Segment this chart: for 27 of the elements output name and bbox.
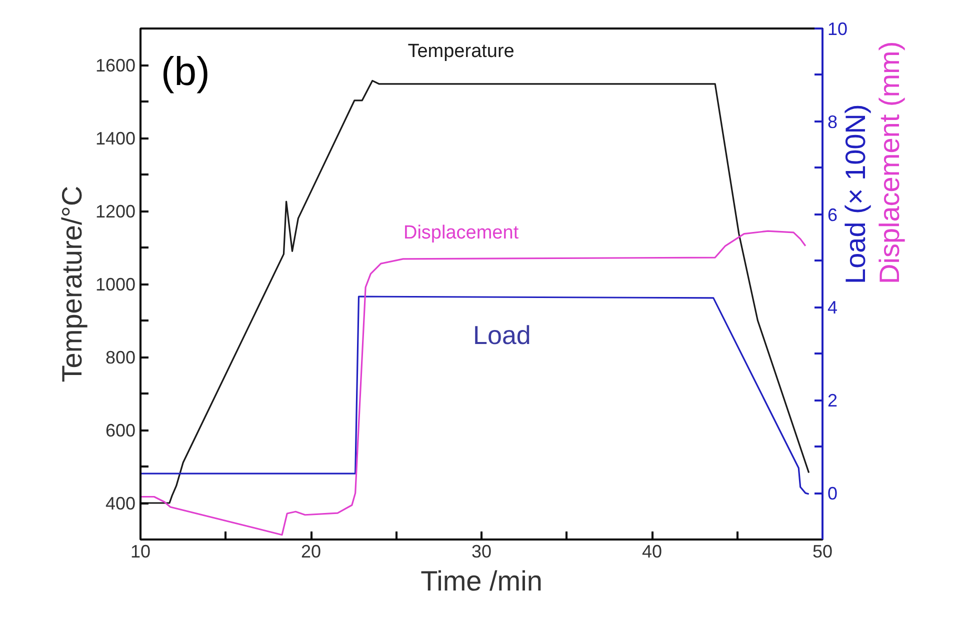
y-tick-label: 600 [105,420,136,440]
x-tick-label: 10 [130,542,151,562]
y2-tick-label: 6 [828,204,838,225]
x-tick-label: 20 [300,542,322,562]
y-tick-label: 400 [105,494,136,514]
x-tick-label: 50 [812,542,833,562]
y3-axis-title: Displacement (mm) [874,41,905,284]
x-axis-title: Time /min [420,566,542,596]
annotation: (b) [160,50,210,94]
x-tick-label: 30 [471,542,492,562]
series-label: Load [473,320,531,350]
series-label: Temperature [408,40,514,62]
x-tick-label: 40 [642,542,662,562]
y-axis-title: Temperature/°C [56,186,88,382]
line-series [140,296,810,495]
y2-tick-label: 4 [828,298,838,318]
series-label: Displacement [403,222,520,244]
y-tick-label: 1600 [95,56,136,76]
y2-axis-title: Load (× 100N) [840,104,872,284]
y2-tick-label: 0 [828,484,838,504]
y-tick-label: 1200 [95,202,136,222]
y-tick-label: 1400 [95,128,136,148]
y-tick-label: 1000 [95,274,136,294]
y2-tick-label: 8 [828,112,838,132]
y2-tick-label: 10 [828,19,848,39]
y2-tick-label: 2 [828,390,838,411]
y-tick-label: 800 [105,348,136,368]
